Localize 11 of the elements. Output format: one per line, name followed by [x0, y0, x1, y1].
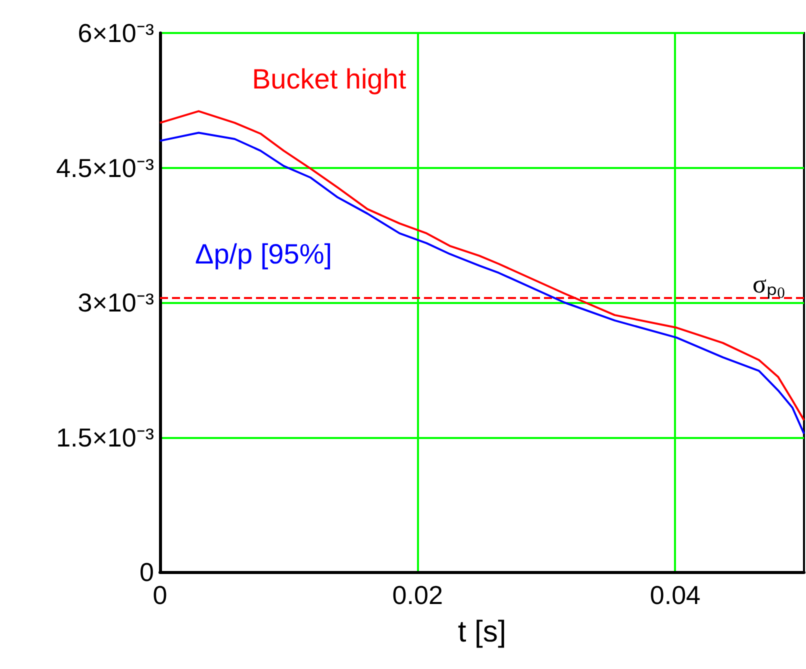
x-tick-label: 0.04	[650, 580, 701, 610]
series-label: Δp/p [95%]	[195, 238, 332, 270]
y-tick-label: 0	[140, 557, 154, 587]
y-tick-label: 6×10⁻³	[78, 18, 154, 48]
x-tick-label: 0.02	[392, 580, 443, 610]
y-tick-label: 3×10⁻³	[78, 288, 154, 318]
ref-line-label: σₚ₀	[752, 270, 786, 300]
y-tick-label: 4.5×10⁻³	[56, 152, 154, 183]
series-label: Bucket hight	[252, 64, 406, 94]
x-axis-title: t [s]	[458, 616, 506, 648]
y-tick-label: 1.5×10⁻³	[56, 422, 154, 452]
